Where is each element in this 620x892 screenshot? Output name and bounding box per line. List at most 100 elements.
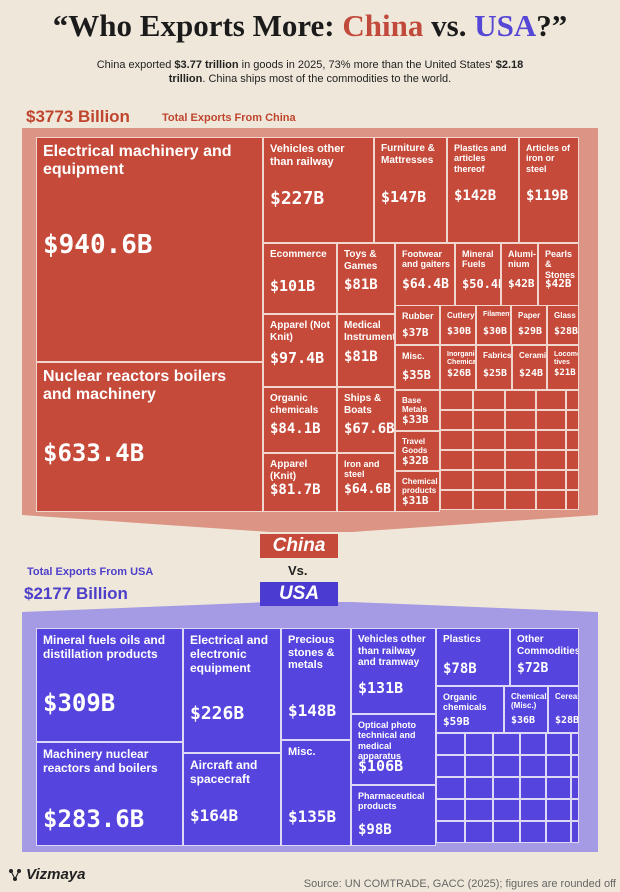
usa-minor-category-cell: [493, 777, 520, 799]
china-cell-nuclear-reactors-boilers-and-machinery: Nuclear reactors boilers and machinery $6…: [36, 362, 263, 512]
china-minor-category-cell: [566, 450, 579, 470]
treemap-cell-label: Furniture & Mattresses: [381, 143, 435, 166]
china-cell-chemical-products: Chemical products $31B: [395, 471, 440, 512]
treemap-cell-value: $283.6B: [43, 805, 145, 833]
usa-cell-other-commodities: Other Commodities $72B: [510, 628, 579, 686]
china-cell-ecommerce: Ecommerce $101B: [263, 243, 337, 314]
treemap-cell-value: $309B: [43, 689, 116, 717]
title-prefix: “Who Exports More:: [52, 8, 343, 43]
china-minor-category-cell: [566, 490, 579, 510]
subtitle-part: in goods in 2025, 73% more than the Unit…: [238, 59, 496, 71]
usa-minor-category-cell: [571, 755, 579, 777]
china-minor-category-cell: [536, 430, 566, 450]
china-cell-filaments: Filaments $30B: [476, 305, 511, 345]
china-cell-apparel-knit: Apparel (Knit) $81.7B: [263, 453, 337, 512]
treemap-cell-value: $142B: [454, 188, 497, 204]
subtitle: China exported $3.77 trillion in goods i…: [80, 58, 540, 86]
treemap-cell-label: Alumi- nium: [508, 249, 536, 270]
title-usa: USA: [474, 8, 537, 43]
treemap-cell-label: Machinery nuclear reactors and boilers: [43, 747, 158, 775]
china-cell-toys-games: Toys & Games $81B: [337, 243, 395, 314]
treemap-cell-value: $106B: [358, 757, 404, 775]
treemap-cell-value: $42B: [508, 277, 535, 290]
treemap-cell-label: Articles of iron or steel: [526, 143, 571, 174]
treemap-cell-label: Apparel (Knit): [270, 459, 308, 482]
china-cell-fabrics: Fabrics $25B: [476, 345, 512, 390]
china-cell-travel-goods: Travel Goods $32B: [395, 431, 440, 471]
treemap-cell-value: $226B: [190, 703, 245, 724]
treemap-cell-value: $81.7B: [270, 482, 321, 498]
usa-minor-category-cell: [571, 733, 579, 755]
treemap-cell-label: Vehicles other than railway: [270, 143, 345, 168]
usa-cell-cereals: Cereals $28B: [548, 686, 579, 733]
china-cell-pearls-stones: Pearls & Stones $42B: [538, 243, 579, 314]
subtitle-usa-amount: $2.18 trillion: [168, 59, 524, 85]
china-minor-category-cell: [473, 390, 505, 410]
china-minor-category-cell: [440, 390, 473, 410]
title-suffix: ?”: [536, 8, 568, 43]
china-cell-plastics-and-articles-thereof: Plastics and articles thereof $142B: [447, 137, 519, 243]
china-cell-inorganic-chemicals: Inorganic Chemicals$26B: [440, 345, 476, 390]
treemap-cell-label: Footwear and gaiters: [402, 249, 451, 270]
china-cell-iron-and-steel: Iron and steel $64.6B: [337, 453, 395, 512]
treemap-cell-value: $29B: [518, 326, 543, 337]
usa-minor-category-cell: [571, 777, 579, 799]
usa-minor-category-cell: [546, 777, 571, 799]
usa-cell-vehicles-other-than-railway-and-tramway: Vehicles other than railway and tramway $…: [351, 628, 436, 714]
usa-minor-category-cell: [571, 799, 579, 821]
treemap-cell-value: $30B: [483, 326, 508, 337]
usa-cell-plastics: Plastics $78B: [436, 628, 510, 686]
china-cell-alumi-nium: Alumi- nium $42B: [501, 243, 538, 314]
china-minor-category-cell: [566, 390, 579, 410]
china-cell-glass: Glass $28B: [547, 305, 579, 345]
treemap-cell-value: $67.6B: [344, 421, 395, 437]
treemap-cell-label: Chemical products: [402, 477, 438, 496]
treemap-cell-value: $72B: [517, 661, 549, 676]
treemap-cell-label: Precious stones & metals: [288, 634, 335, 672]
treemap-cell-value: $21B: [554, 368, 576, 378]
treemap-cell-value: $78B: [443, 661, 477, 677]
usa-cell-optical-photo-technical-and-medical-apparatus: Optical photo technical and medical appa…: [351, 714, 436, 785]
usa-minor-category-cell: [465, 799, 493, 821]
treemap-cell-value: $24B: [519, 368, 544, 379]
china-minor-category-cell: [505, 430, 536, 450]
usa-minor-category-cell: [520, 799, 546, 821]
usa-minor-category-cell: [465, 821, 493, 843]
china-cell-rubber: Rubber $37B: [395, 305, 440, 345]
treemap-cell-label: Filaments: [483, 311, 510, 318]
china-minor-category-cell: [566, 410, 579, 430]
usa-minor-category-cell: [465, 755, 493, 777]
china-cell-ships-boats: Ships & Boats $67.6B: [337, 387, 395, 453]
treemap-cell-value: $98B: [358, 822, 392, 838]
china-cell-paper: Paper $29B: [511, 305, 547, 345]
usa-minor-category-cell: [520, 777, 546, 799]
china-minor-category-cell: [473, 470, 505, 490]
treemap-cell-label: Organic chemicals: [443, 692, 487, 713]
treemap-cell-value: $36B: [511, 715, 536, 726]
treemap-cell-value: $119B: [526, 188, 569, 204]
treemap-cell-label: Electrical machinery and equipment: [43, 143, 232, 179]
china-badge: China: [260, 534, 338, 558]
china-minor-category-cell: [566, 470, 579, 490]
treemap-cell-value: $33B: [402, 413, 429, 426]
china-total-value: $3773 Billion: [26, 107, 130, 126]
usa-cell-mineral-fuels-oils-and-distillation-products: Mineral fuels oils and distillation prod…: [36, 628, 183, 742]
treemap-cell-label: Medical Instruments: [344, 320, 394, 343]
usa-cell-pharmaceutical-products: Pharmaceutical products $98B: [351, 785, 436, 846]
treemap-cell-label: Ecommerce: [270, 249, 327, 260]
usa-minor-category-cell: [546, 821, 571, 843]
usa-badge: USA: [260, 582, 338, 606]
treemap-cell-label: Vehicles other than railway and tramway: [358, 634, 426, 668]
treemap-cell-label: Electrical and electronic equipment: [190, 633, 269, 675]
treemap-cell-label: Glass: [554, 311, 576, 320]
usa-minor-category-cell: [465, 777, 493, 799]
treemap-cell-value: $59B: [443, 715, 470, 728]
china-cell-ceramic: Ceramic $24B: [512, 345, 547, 390]
treemap-cell-value: $84.1B: [270, 421, 321, 437]
china-cell-footwear-and-gaiters: Footwear and gaiters $64.4B: [395, 243, 455, 314]
treemap-cell-value: $97.4B: [270, 349, 325, 367]
treemap-cell-value: $25B: [483, 368, 508, 379]
usa-minor-category-cell: [436, 755, 465, 777]
treemap-cell-value: $148B: [288, 701, 337, 720]
china-minor-category-cell: [505, 450, 536, 470]
